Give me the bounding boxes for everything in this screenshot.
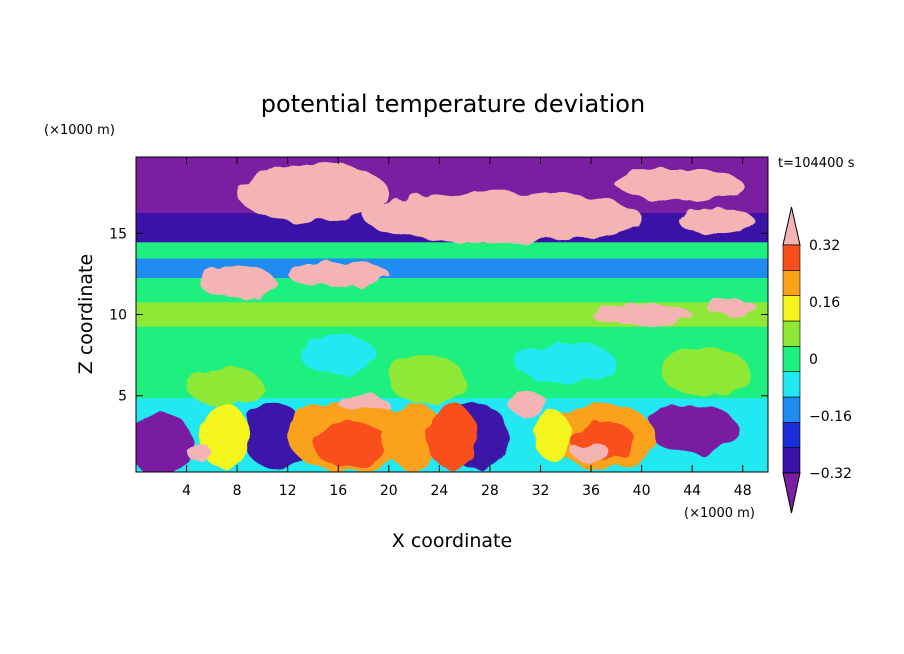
contour-cell-5 (287, 260, 389, 287)
contour-cell-27 (186, 444, 212, 461)
contour-cell-9 (388, 355, 465, 404)
contour-cell-28 (572, 442, 610, 463)
colorbar-swatch (782, 244, 801, 271)
contour-cell-2 (616, 168, 743, 201)
y-axis-unit: (×1000 m) (44, 123, 115, 138)
contour-cell-3 (679, 208, 756, 235)
x-axis-label: X coordinate (392, 530, 512, 552)
contour-cell-21 (426, 403, 478, 469)
x-tick-label: 40 (633, 483, 651, 499)
x-tick-label: 12 (279, 483, 297, 499)
contour-cell-8 (186, 366, 263, 406)
x-tick-label: 28 (481, 483, 499, 499)
colorbar-swatch (782, 447, 801, 474)
x-tick-label: 48 (734, 483, 752, 499)
y-tick-label: 10 (109, 308, 127, 324)
contour-cell-26 (338, 395, 389, 412)
contour-cell-7 (704, 298, 756, 315)
contour-cell-10 (660, 346, 750, 396)
colorbar-tick-label: −0.32 (809, 466, 852, 482)
x-tick-label: 20 (380, 483, 398, 499)
chart-title: potential temperature deviation (261, 90, 645, 118)
y-axis: 5 10 15 (109, 226, 768, 405)
x-axis: 4 8 12 16 20 24 28 32 36 40 44 48 (182, 157, 752, 499)
y-tick-label: 5 (118, 389, 127, 405)
contour-cell-1 (363, 191, 642, 244)
contour-cell-24 (534, 411, 573, 461)
colorbar-tick-label: −0.16 (809, 409, 852, 425)
contour-cell-11 (515, 343, 617, 383)
contour-cell-12 (300, 335, 377, 375)
time-label: t=104400 s (778, 156, 855, 171)
contour-cell-20 (382, 403, 446, 469)
x-axis-unit: (×1000 m) (684, 506, 755, 521)
colorbar-cap-bottom (782, 472, 801, 514)
contour-cell-4 (199, 265, 276, 299)
colorbar-cap-top (782, 206, 801, 246)
x-tick-label: 36 (582, 483, 600, 499)
x-tick-label: 16 (329, 483, 347, 499)
colorbar-tick-label: 0 (809, 352, 818, 368)
x-tick-label: 44 (683, 483, 701, 499)
contour-cell-19 (312, 421, 389, 468)
colorbar-tick-label: 0.16 (809, 295, 840, 311)
y-tick-label: 15 (109, 226, 127, 242)
colorbar-swatch (782, 422, 801, 448)
contour-cell-14 (243, 403, 307, 469)
colorbar-swatch (782, 270, 801, 296)
x-tick-label: 24 (430, 483, 448, 499)
contour-cell-13 (136, 411, 193, 472)
y-axis-label: Z coordinate (75, 254, 97, 374)
colorbar-swatch (782, 295, 801, 322)
contour-cell-0 (237, 163, 389, 222)
x-tick-label: 4 (182, 483, 191, 499)
colorbar-swatch (782, 320, 801, 347)
contour-field (136, 157, 768, 472)
colorbar-swatch (782, 371, 801, 398)
contour-cell-16 (647, 403, 737, 453)
colorbar: 0.32 0.16 0 −0.16 −0.32 (782, 206, 852, 514)
colorbar-swatch (782, 396, 801, 423)
x-tick-label: 32 (532, 483, 550, 499)
contour-cell-6 (591, 304, 693, 325)
colorbar-swatch (782, 346, 801, 372)
x-tick-label: 8 (233, 483, 242, 499)
field-cells (136, 163, 756, 472)
contour-cell-25 (508, 390, 547, 417)
colorbar-tick-label: 0.32 (809, 238, 840, 254)
